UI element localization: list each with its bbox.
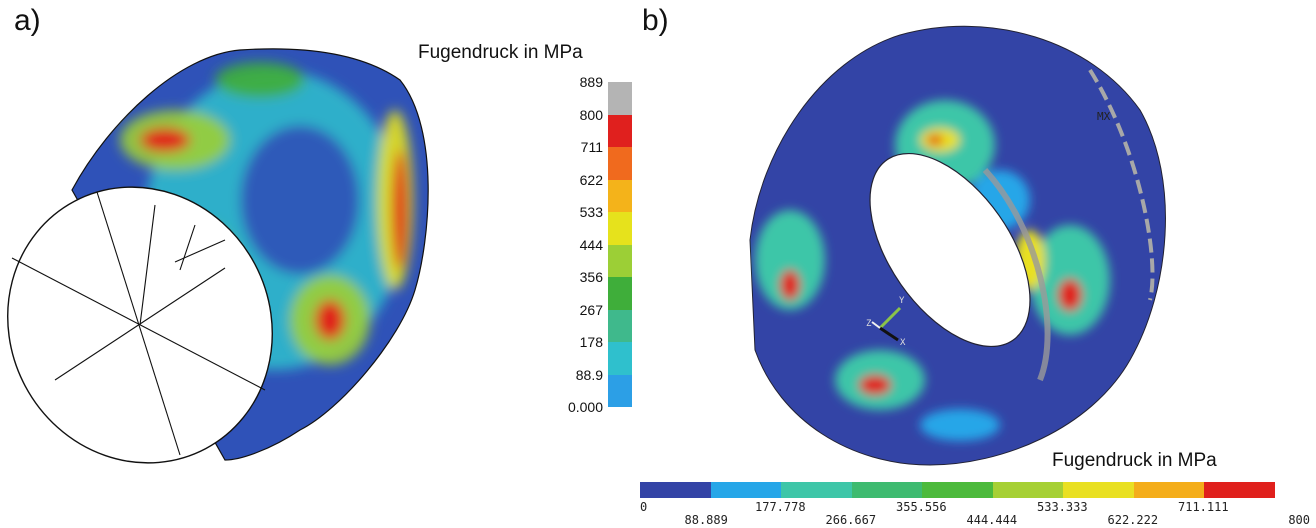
legend-a-tick-label: 88.9 xyxy=(575,366,603,383)
triad-y-label: Y xyxy=(899,296,905,306)
triad-z-label: Z xyxy=(866,319,872,329)
legend-b-tick-label: 800 xyxy=(1288,513,1310,527)
legend-b-swatch xyxy=(710,482,781,498)
legend-b-swatch xyxy=(781,482,852,498)
legend-a-tick-label: 711 xyxy=(580,139,603,155)
legend-b-tick-label: 711.111 xyxy=(1178,500,1229,514)
legend-b-swatch xyxy=(640,482,711,498)
legend-a-swatch xyxy=(608,179,632,212)
legend-a-tick-label: 0.000 xyxy=(567,399,603,415)
legend-a-tick-label: 444 xyxy=(579,236,603,253)
legend-a-swatch xyxy=(608,212,632,245)
legend-b-tick-label: 88.889 xyxy=(684,513,728,527)
legend-b-tick-label: 533.333 xyxy=(1037,500,1088,514)
legend-b-swatch xyxy=(1204,482,1275,498)
coordinate-triad: Y Z X xyxy=(866,296,906,348)
legend-a-swatch xyxy=(608,147,632,180)
legend-b-swatch xyxy=(922,482,993,498)
cylinder-end-face-a xyxy=(7,186,273,464)
legend-b-tick-label: 266.667 xyxy=(825,513,877,527)
legend-a: 889 800 711 622 533 444 356 267 178 88.9 0.000 xyxy=(540,74,640,417)
legend-a-tick-label: 800 xyxy=(579,106,603,123)
legend-a-swatch xyxy=(608,244,632,277)
contour-plot-a xyxy=(7,48,429,464)
legend-b: 0 88.889 177.778 266.667 355.556 444.444 533.3… xyxy=(636,482,1316,528)
panel-label-a: a) xyxy=(14,4,41,37)
legend-b-tick-label: 0 xyxy=(640,500,648,514)
legend-b-tick-label: 177.778 xyxy=(755,500,806,514)
legend-b-tick-label: 622.222 xyxy=(1107,513,1159,527)
legend-a-tick-label: 356 xyxy=(579,269,603,285)
legend-b-swatch xyxy=(851,482,922,498)
legend-b-swatch xyxy=(1063,482,1134,498)
legend-a-tick-label: 889 xyxy=(579,74,603,90)
legend-a-swatch xyxy=(608,114,632,147)
legend-b-swatch xyxy=(992,482,1063,498)
legend-a-swatch xyxy=(608,342,632,375)
legend-b-tick-label: 444.444 xyxy=(966,513,1018,527)
legend-a-tick-label: 533 xyxy=(579,204,603,220)
legend-a-swatch xyxy=(608,309,632,342)
mx-annotation: MX xyxy=(1097,110,1111,123)
ring-surface-b xyxy=(749,25,1166,466)
contour-plot-b: Y Z X MX xyxy=(749,25,1166,466)
legend-a-tick-label: 178 xyxy=(579,334,603,350)
panel-label-b: b) xyxy=(642,4,669,37)
legend-b-tick-label: 355.556 xyxy=(896,500,947,514)
legend-title-b: Fugendruck in MPa xyxy=(1052,450,1217,471)
legend-a-tick-label: 622 xyxy=(579,171,603,188)
legend-a-swatch xyxy=(608,82,632,115)
triad-x-label: X xyxy=(900,338,906,348)
legend-a-swatch xyxy=(608,277,632,310)
legend-title-a: Fugendruck in MPa xyxy=(418,42,583,63)
legend-a-swatch xyxy=(608,374,632,407)
legend-a-tick-label: 267 xyxy=(579,301,603,318)
legend-b-swatch xyxy=(1133,482,1204,498)
